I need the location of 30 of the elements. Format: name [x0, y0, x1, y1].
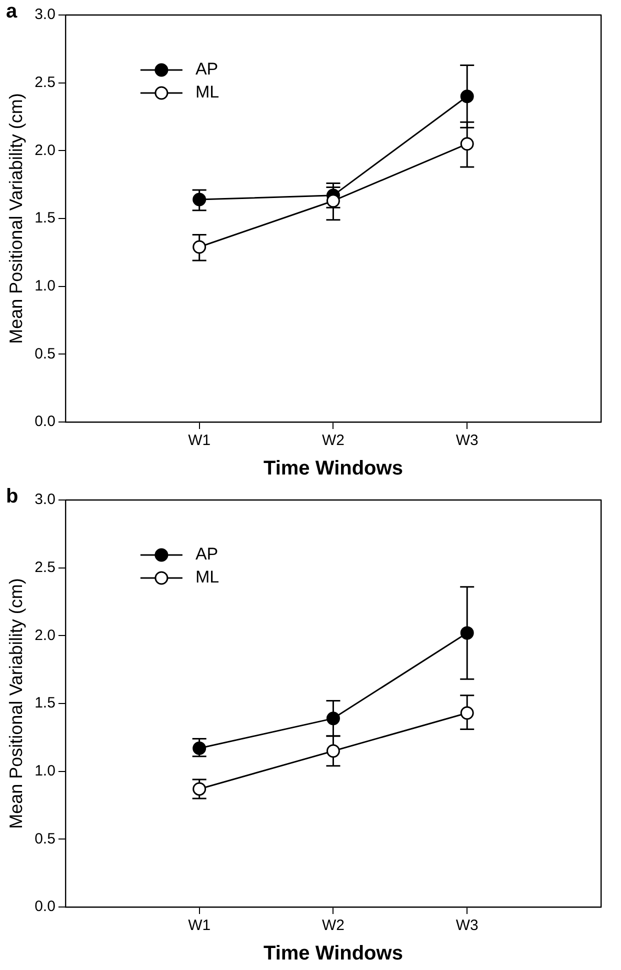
- x-tick-label: W3: [456, 432, 478, 450]
- y-tick-label: 0.5: [34, 830, 56, 848]
- y-tick-label: 3.0: [34, 491, 56, 508]
- y-tick-label: 1.5: [34, 694, 56, 712]
- text: a: [6, 0, 18, 23]
- y-tick-label: 0.0: [34, 898, 56, 916]
- y-tick-label: 1.0: [34, 277, 56, 294]
- text: b: [6, 486, 18, 508]
- legend-label: AP: [195, 544, 218, 564]
- x-tick-label: W1: [188, 432, 211, 450]
- y-tick-label: 2.5: [34, 558, 56, 576]
- y-tick-label: 0.0: [34, 413, 56, 430]
- y-tick-label: 2.0: [34, 626, 56, 644]
- x-tick-label: W2: [322, 432, 344, 450]
- legend-label: ML: [195, 82, 220, 102]
- y-axis-title: Mean Positional Variability (cm): [6, 578, 26, 829]
- y-tick-label: 0.5: [34, 345, 56, 362]
- x-tick-label: W2: [322, 917, 344, 934]
- y-tick-label: 1.5: [34, 210, 56, 227]
- legend-label: ML: [195, 568, 220, 587]
- x-tick-label: W1: [188, 917, 211, 934]
- x-tick-label: W3: [456, 917, 478, 934]
- y-tick-label: 2.5: [34, 74, 56, 91]
- y-axis-title: Mean Positional Variability (cm): [6, 93, 26, 344]
- legend-label: AP: [195, 60, 218, 79]
- x-axis-title: Time Windows: [263, 458, 403, 480]
- y-tick-label: 2.0: [34, 142, 56, 159]
- y-tick-label: 1.0: [34, 762, 56, 780]
- y-tick-label: 3.0: [34, 6, 56, 24]
- x-axis-title: Time Windows: [263, 942, 403, 965]
